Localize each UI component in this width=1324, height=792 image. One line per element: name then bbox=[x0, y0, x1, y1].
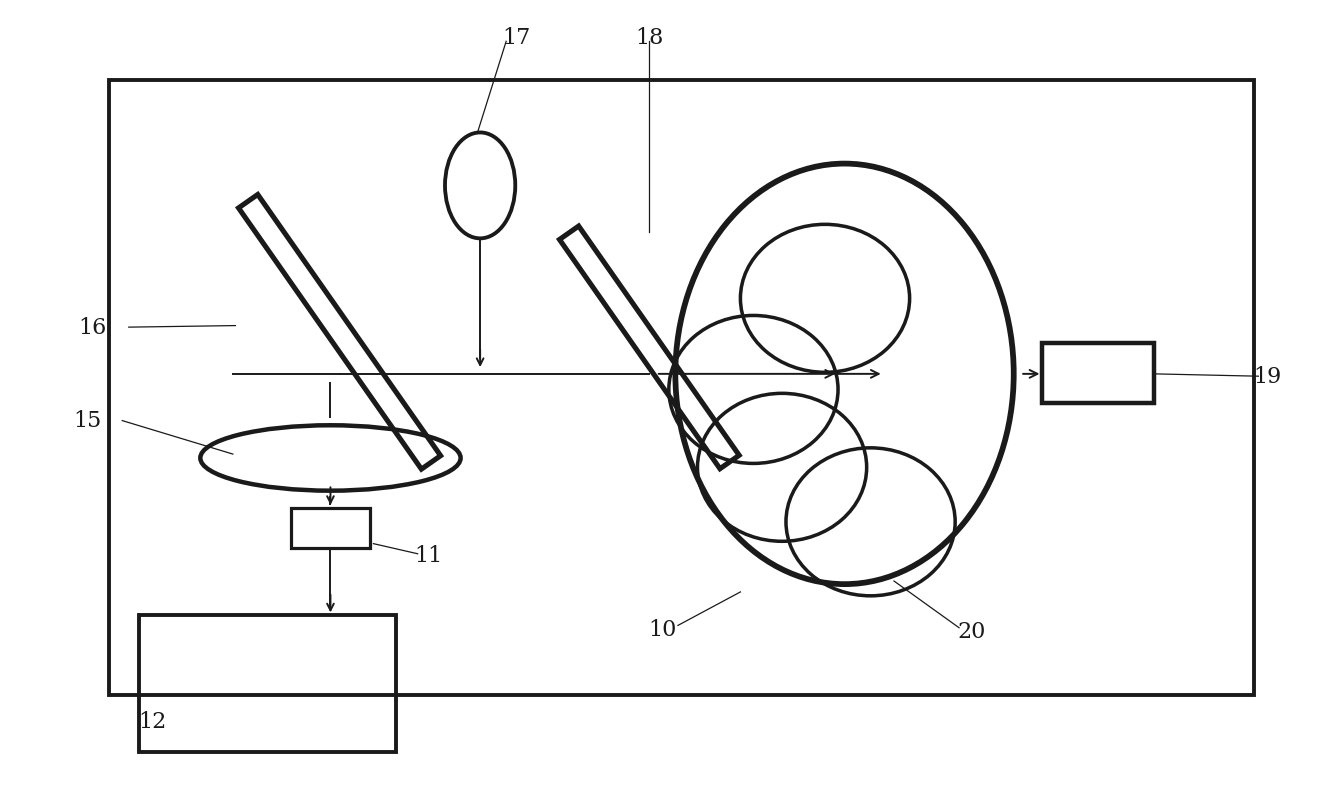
Polygon shape bbox=[238, 195, 441, 470]
Text: 16: 16 bbox=[78, 317, 106, 338]
Text: 17: 17 bbox=[502, 27, 531, 49]
Text: 10: 10 bbox=[647, 619, 677, 641]
Text: 12: 12 bbox=[138, 710, 167, 733]
Text: 20: 20 bbox=[957, 620, 986, 642]
Text: 11: 11 bbox=[413, 545, 442, 566]
Text: 18: 18 bbox=[634, 27, 663, 49]
Text: 15: 15 bbox=[73, 410, 101, 432]
Polygon shape bbox=[559, 227, 739, 469]
Text: 19: 19 bbox=[1253, 366, 1282, 387]
Bar bbox=[109, 81, 1254, 695]
Bar bbox=[291, 508, 369, 549]
Bar bbox=[1042, 343, 1153, 404]
Bar bbox=[139, 615, 396, 752]
